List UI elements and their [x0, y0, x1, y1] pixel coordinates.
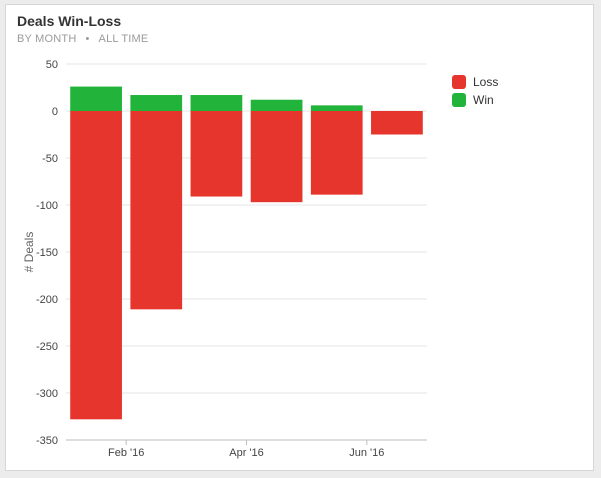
legend-label: Loss [473, 75, 498, 89]
legend-item-loss[interactable]: Loss [452, 75, 498, 89]
y-tick-label: -300 [36, 388, 58, 400]
bar-win-2[interactable] [130, 95, 183, 111]
bar-win-4[interactable] [250, 99, 303, 111]
filter-range[interactable]: ALL TIME [98, 33, 149, 45]
win-loss-chart: 50 0 -50 -100 -150 -200 -250 -300 -350 Feb '16 Ap… [22, 59, 498, 459]
filter-period[interactable]: BY MONTH [17, 33, 77, 45]
y-tick-label: -150 [36, 247, 58, 259]
y-axis: 50 0 -50 -100 -150 -200 -250 -300 -350 [36, 59, 58, 447]
y-tick-label: 0 [52, 106, 58, 118]
bar-win-5[interactable] [310, 105, 363, 111]
bar-loss-2[interactable] [130, 111, 183, 310]
chart-card: Deals Win-Loss BY MONTH • ALL TIME 50 0 -50 -… [5, 4, 594, 471]
legend-label: Win [473, 93, 494, 107]
bar-loss-6[interactable] [371, 111, 423, 135]
bar-loss-5[interactable] [310, 111, 363, 195]
bars [70, 86, 423, 420]
bar-win-1[interactable] [70, 86, 122, 111]
y-axis-title: # Deals [22, 232, 36, 273]
y-tick-label: -200 [36, 294, 58, 306]
chart-title: Deals Win-Loss [17, 13, 122, 29]
y-tick-label: 50 [46, 59, 58, 71]
bar-loss-1[interactable] [70, 111, 122, 420]
x-tick-label: Jun '16 [349, 447, 384, 459]
legend-swatch [452, 75, 466, 89]
legend-item-win[interactable]: Win [452, 93, 494, 107]
y-tick-label: -350 [36, 435, 58, 447]
y-tick-label: -250 [36, 341, 58, 353]
x-tick-label: Apr '16 [229, 447, 264, 459]
x-axis: Feb '16 Apr '16 Jun '16 [108, 440, 384, 459]
bar-loss-4[interactable] [250, 111, 303, 203]
chart-subtitle: BY MONTH • ALL TIME [17, 33, 148, 45]
x-tick-label: Feb '16 [108, 447, 144, 459]
legend-swatch [452, 93, 466, 107]
separator-dot-icon: • [85, 33, 90, 45]
bar-win-3[interactable] [190, 95, 243, 111]
y-tick-label: -50 [42, 153, 58, 165]
legend: Loss Win [452, 75, 498, 107]
bar-loss-3[interactable] [190, 111, 243, 197]
y-tick-label: -100 [36, 200, 58, 212]
